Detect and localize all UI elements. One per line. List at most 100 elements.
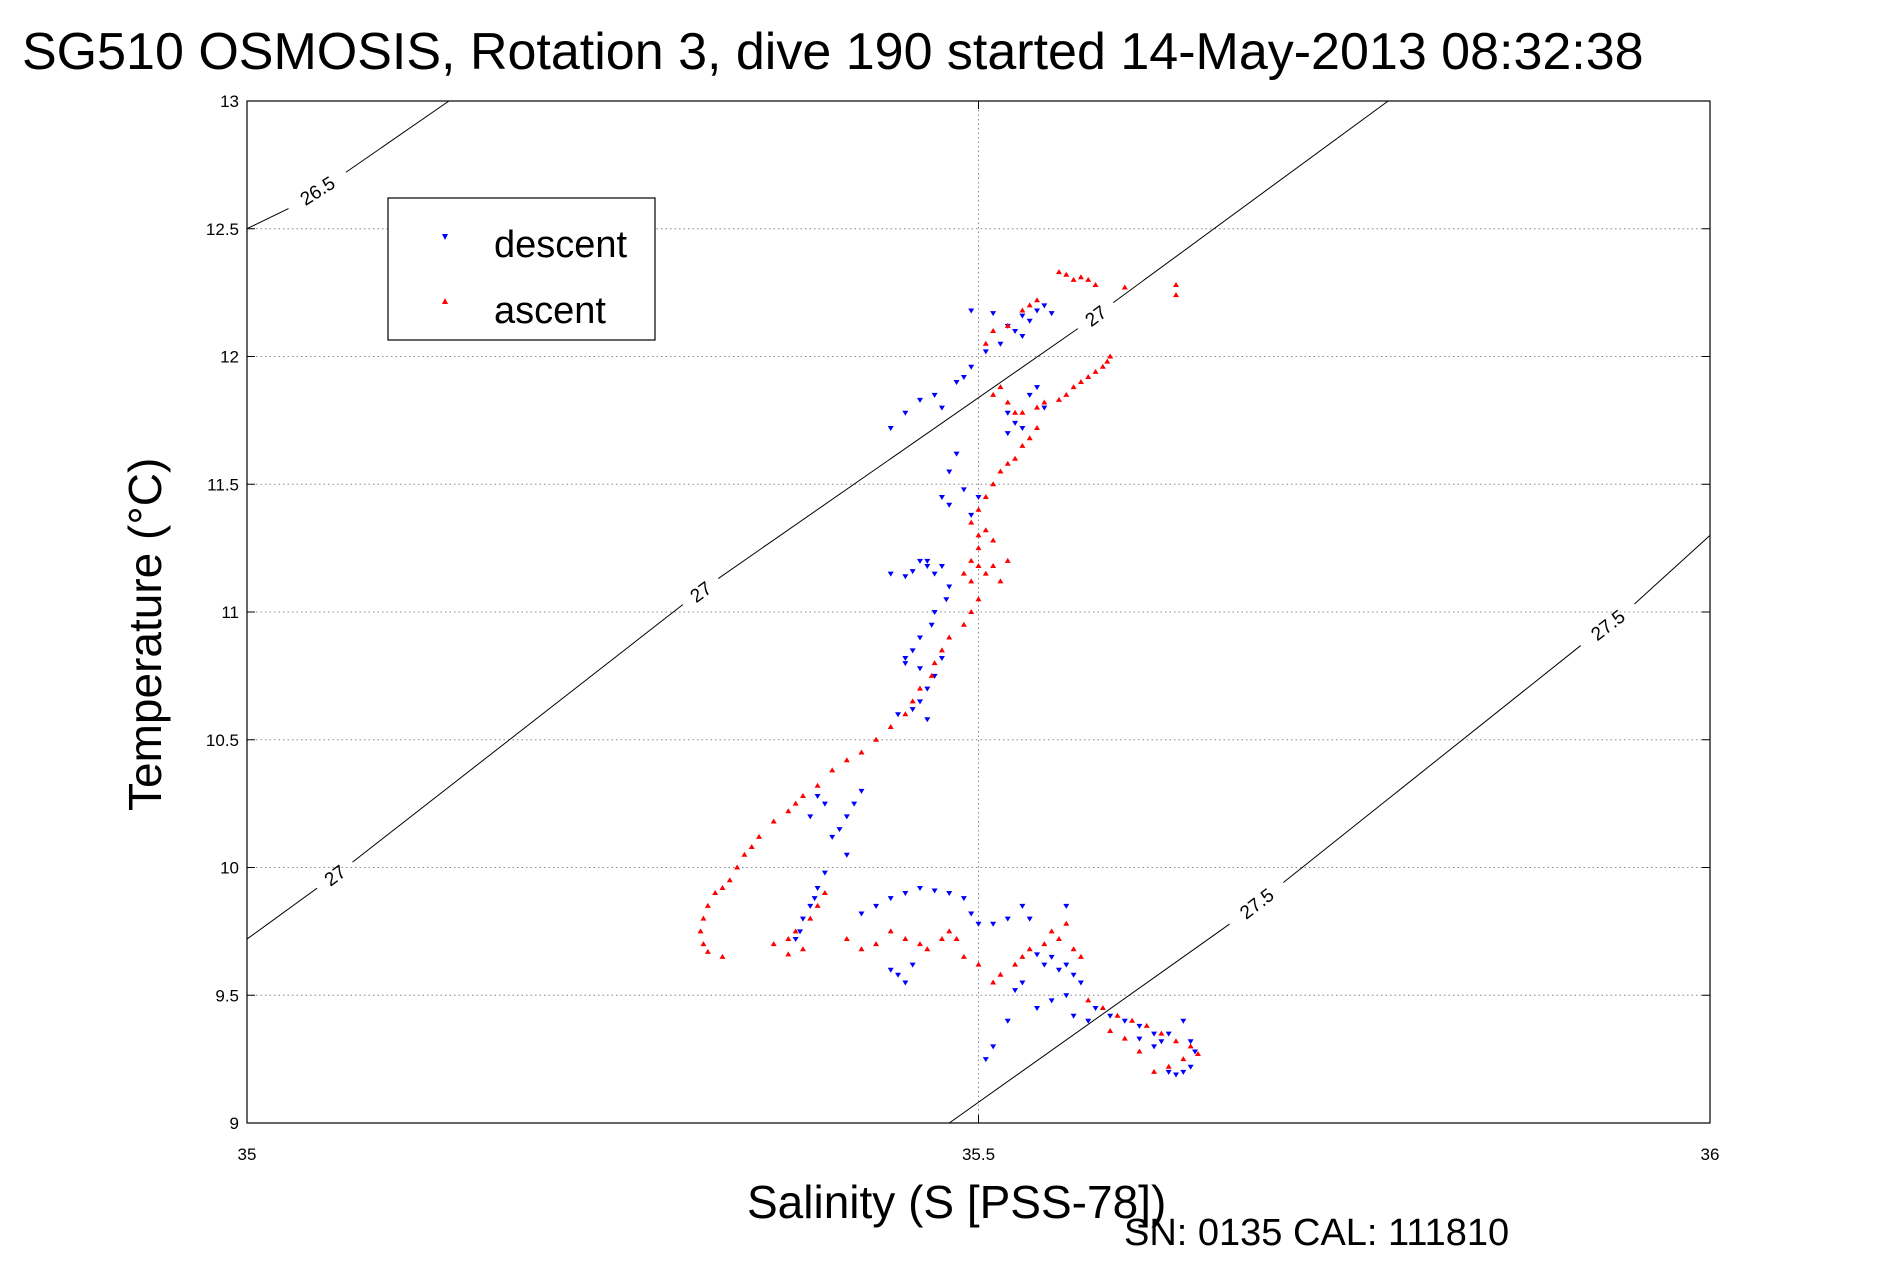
descent-point [836, 827, 843, 833]
y-tick-label: 12 [220, 348, 239, 367]
descent-point [843, 852, 850, 858]
descent-point [997, 341, 1004, 347]
descent-point [1019, 903, 1026, 909]
descent-point [1192, 1049, 1199, 1055]
descent-point [1004, 1018, 1011, 1024]
descent-point [1034, 952, 1041, 958]
ascent-point [1019, 442, 1026, 448]
descent-point [968, 911, 975, 917]
descent-point [1158, 1039, 1165, 1045]
descent-point [811, 896, 818, 902]
descent-point [943, 597, 950, 603]
isopycnal-line [345, 100, 450, 173]
ascent-point [785, 951, 792, 957]
ascent-point [990, 979, 997, 985]
descent-point [887, 967, 894, 973]
ascent-point [1194, 1051, 1201, 1057]
descent-point [1063, 962, 1070, 968]
y-tick-label: 9 [230, 1114, 239, 1133]
ascent-point [938, 647, 945, 653]
descent-point [1151, 1044, 1158, 1050]
ascent-point [1121, 1035, 1128, 1041]
ascent-point [1092, 281, 1099, 287]
ascent-point [829, 767, 836, 773]
ascent-point [1099, 1005, 1106, 1011]
descent-point [916, 666, 923, 672]
descent-point [1034, 385, 1041, 391]
descent-point [1048, 998, 1055, 1004]
ascent-point [1055, 936, 1062, 942]
descent-point [982, 1057, 989, 1063]
ascent-series [697, 269, 1201, 1074]
ascent-point [997, 384, 1004, 390]
descent-point [1063, 903, 1070, 909]
descent-point [946, 891, 953, 897]
ascent-point [814, 782, 821, 788]
descent-point [902, 655, 909, 661]
descent-point [953, 451, 960, 457]
descent-point [938, 495, 945, 501]
isopycnal-line [246, 208, 289, 230]
descent-point [1026, 916, 1033, 922]
ascent-point [1004, 460, 1011, 466]
ascent-point [712, 890, 719, 896]
descent-point [990, 921, 997, 927]
descent-point [858, 788, 865, 794]
ascent-point [704, 902, 711, 908]
ascent-point [990, 391, 997, 397]
descent-point [960, 896, 967, 902]
ascent-point [1107, 1028, 1114, 1034]
descent-point [1180, 1018, 1187, 1024]
descent-point [946, 502, 953, 508]
ascent-point [1019, 307, 1026, 313]
descent-point [851, 801, 858, 807]
y-tick-label: 11 [221, 603, 239, 622]
ascent-point [1092, 368, 1099, 374]
y-tick-label: 12.5 [206, 220, 239, 239]
ascent-point [928, 672, 935, 678]
ascent-point [975, 563, 982, 569]
descent-point [807, 903, 814, 909]
ascent-point [990, 327, 997, 333]
descent-point [1173, 1072, 1180, 1078]
ascent-point [975, 545, 982, 551]
descent-point [902, 661, 909, 667]
ascent-point [748, 844, 755, 850]
ascent-point [982, 494, 989, 500]
descent-point [1180, 1069, 1187, 1075]
ascent-point [719, 953, 726, 959]
chart-title: SG510 OSMOSIS, Rotation 3, dive 190 star… [22, 23, 1644, 81]
ascent-point [916, 941, 923, 947]
descent-point [1012, 420, 1019, 426]
ascent-point [887, 928, 894, 934]
descent-point [814, 885, 821, 891]
descent-point [960, 374, 967, 380]
ascent-point [858, 749, 865, 755]
descent-point [821, 870, 828, 876]
ascent-point [1173, 292, 1180, 298]
descent-series [792, 303, 1199, 1078]
ascent-point [697, 928, 704, 934]
ascent-point [1070, 276, 1077, 282]
y-tick-label: 11.5 [207, 475, 239, 494]
descent-point [909, 648, 916, 654]
ascent-point [792, 928, 799, 934]
ascent-point [975, 506, 982, 512]
descent-point [902, 574, 909, 580]
descent-point [1077, 980, 1084, 986]
ascent-point [1099, 363, 1106, 369]
descent-point [1026, 318, 1033, 324]
descent-point [1121, 1018, 1128, 1024]
y-tick-label: 10.5 [206, 731, 239, 750]
ascent-point [785, 808, 792, 814]
ascent-point [1004, 322, 1011, 328]
ascent-point [770, 941, 777, 947]
ascent-point [1019, 409, 1026, 415]
x-tick-label: 35.5 [962, 1145, 995, 1164]
y-tick-label: 10 [220, 859, 239, 878]
isopycnal-line [352, 604, 684, 863]
ascent-point [953, 936, 960, 942]
descent-point [887, 571, 894, 577]
descent-point [916, 635, 923, 641]
isopycnal-line [948, 923, 1230, 1124]
